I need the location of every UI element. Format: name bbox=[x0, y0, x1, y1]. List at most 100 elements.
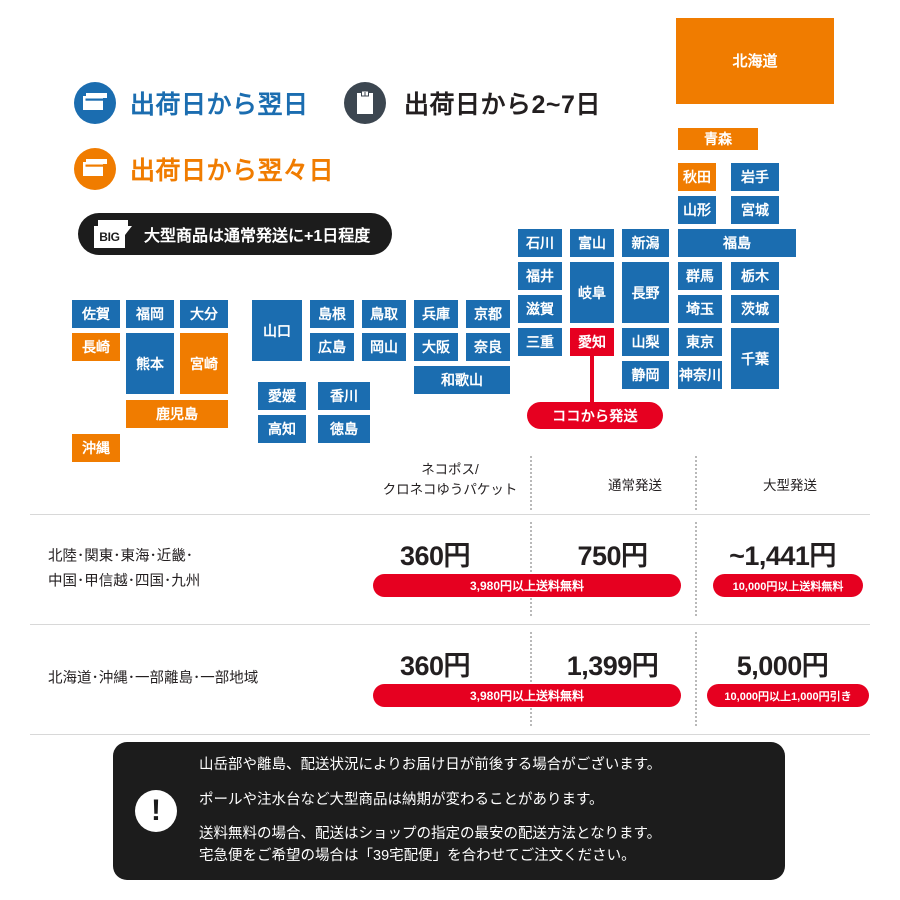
prefecture-tile: 群馬 bbox=[678, 262, 722, 290]
prefecture-tile: 富山 bbox=[570, 229, 614, 257]
notice-line: 送料無料の場合、配送はショップの指定の最安の配送方法となります。 bbox=[199, 826, 662, 842]
notice-line: 宅急便をご希望の場合は「39宅配便」を合わせてご注文ください。 bbox=[199, 848, 636, 865]
prefecture-tile: 佐賀 bbox=[72, 300, 120, 328]
row-separator-1 bbox=[530, 632, 532, 726]
table-divider-bottom bbox=[30, 734, 870, 735]
prefecture-tile: 鳥取 bbox=[362, 300, 406, 328]
table-header-row: ネコポス/ クロネコゆうパケット 通常発送 大型発送 bbox=[30, 452, 870, 514]
prefecture-tile: 長野 bbox=[622, 262, 669, 323]
free-shipping-badge: 3,980円以上送料無料 bbox=[373, 574, 681, 597]
prefecture-tile: 京都 bbox=[466, 300, 510, 328]
prefecture-tile: 奈良 bbox=[466, 333, 510, 361]
price-yen: 円 bbox=[631, 651, 659, 681]
table-divider-middle bbox=[30, 624, 870, 625]
table-divider-top bbox=[30, 514, 870, 515]
price-cell: 360円 bbox=[340, 534, 530, 573]
prefecture-tile: 愛媛 bbox=[258, 382, 306, 410]
table-row: 北海道･沖縄･一部離島･一部地域 360円 1,399円 5,000円 3,98… bbox=[30, 624, 870, 734]
big-note-label: 大型商品は通常発送に+1日程度 bbox=[144, 228, 371, 245]
notice-box: ! 山岳部や離島、配送状況によりお届け日が前後する場合がございます。 ポールや注… bbox=[113, 742, 785, 880]
price-amount: 750 bbox=[577, 541, 622, 571]
prefecture-tile: 沖縄 bbox=[72, 434, 120, 462]
price-yen: 円 bbox=[443, 651, 471, 681]
origin-pill: ココから発送 bbox=[527, 402, 663, 429]
legend-label-two-to-seven-day: 出荷日から2~7日 bbox=[404, 91, 601, 119]
price-amount: 5,000 bbox=[736, 651, 803, 681]
prefecture-tile: 石川 bbox=[518, 229, 562, 257]
price-yen: 円 bbox=[801, 651, 829, 681]
prefecture-tile: 宮城 bbox=[731, 196, 779, 224]
free-shipping-badge: 3,980円以上送料無料 bbox=[373, 684, 681, 707]
origin-connector-line bbox=[590, 356, 594, 406]
big-box-icon: BIG bbox=[94, 220, 132, 248]
prefecture-tile: 茨城 bbox=[731, 295, 779, 323]
price-yen: 円 bbox=[809, 541, 836, 571]
prefecture-tile: 山形 bbox=[678, 196, 716, 224]
price-yen: 円 bbox=[443, 541, 471, 571]
prefecture-tile: 愛知 bbox=[570, 328, 614, 356]
prefecture-tile: 宮崎 bbox=[180, 333, 228, 394]
header-separator-1 bbox=[530, 456, 532, 510]
prefecture-tile: 香川 bbox=[318, 382, 370, 410]
row-separator-1 bbox=[530, 522, 532, 616]
price-amount: 360 bbox=[399, 541, 444, 571]
legend-item-next-day: 出荷日から翌日 bbox=[74, 82, 309, 124]
prefecture-tile: 千葉 bbox=[731, 328, 779, 389]
exclamation-icon: ! bbox=[135, 790, 177, 832]
price-cell: ~1,441円 bbox=[695, 534, 870, 573]
prefecture-tile: 岡山 bbox=[362, 333, 406, 361]
prefecture-tile: 滋賀 bbox=[518, 295, 562, 323]
prefecture-tile: 三重 bbox=[518, 328, 562, 356]
prefecture-tile: 岩手 bbox=[731, 163, 779, 191]
table-row: 北陸･関東･東海･近畿･ 中国･甲信越･四国･九州 360円 750円 ~1,4… bbox=[30, 514, 870, 624]
prefecture-tile: 高知 bbox=[258, 415, 306, 443]
japan-prefecture-map: 沖縄 鹿児島 宮崎 熊本 長崎 大分 福岡 佐賀 徳島 高知 香川 愛媛 山口 岡山 広島 鳥取 島根 和歌山 奈良… bbox=[72, 18, 834, 462]
prefecture-tile: 和歌山 bbox=[414, 366, 510, 394]
discount-badge: 10,000円以上1,000円引き bbox=[707, 684, 869, 707]
notice-text-group: 山岳部や離島、配送状況によりお届け日が前後する場合がございます。 ポールや注水台… bbox=[199, 754, 661, 868]
prefecture-tile: 東京 bbox=[678, 328, 722, 356]
row-separator-2 bbox=[695, 522, 697, 616]
legend-label-day-after-next: 出荷日から翌々日 bbox=[130, 157, 335, 185]
price-cell: 360円 bbox=[340, 644, 530, 683]
prefecture-tile: 鹿児島 bbox=[126, 400, 228, 428]
notice-line: 山岳部や離島、配送状況によりお届け日が前後する場合がございます。 bbox=[199, 757, 662, 774]
price-amount: 360 bbox=[399, 651, 444, 681]
prefecture-tile: 大分 bbox=[180, 300, 228, 328]
discount-badge: 10,000円以上送料無料 bbox=[713, 574, 863, 597]
header-separator-2 bbox=[695, 456, 697, 510]
package-icon bbox=[74, 148, 116, 190]
big-item-note: BIG 大型商品は通常発送に+1日程度 bbox=[78, 213, 393, 255]
prefecture-tile: 秋田 bbox=[678, 163, 716, 191]
price-cell: 1,399円 bbox=[530, 644, 695, 683]
prefecture-tile: 福岡 bbox=[126, 300, 174, 328]
legend-label-next-day: 出荷日から翌日 bbox=[130, 91, 309, 119]
price-amount: ~1,441 bbox=[729, 541, 810, 571]
prefecture-tile: 静岡 bbox=[622, 361, 669, 389]
package-icon bbox=[74, 82, 116, 124]
prefecture-tile: 北海道 bbox=[676, 18, 834, 104]
row-separator-2 bbox=[695, 632, 697, 726]
big-badge-label: BIG bbox=[99, 230, 120, 244]
prefecture-tile: 福井 bbox=[518, 262, 562, 290]
shipping-rate-table: ネコポス/ クロネコゆうパケット 通常発送 大型発送 北陸･関東･東海･近畿･ … bbox=[30, 452, 870, 735]
price-amount: 1,399 bbox=[566, 651, 633, 681]
prefecture-tile: 青森 bbox=[678, 128, 758, 150]
prefecture-tile: 埼玉 bbox=[678, 295, 722, 323]
envelope-icon bbox=[344, 82, 386, 124]
column-header-nekopos: ネコポス/ クロネコゆうパケット bbox=[382, 462, 518, 497]
prefecture-tile: 岐阜 bbox=[570, 262, 614, 323]
prefecture-tile: 広島 bbox=[310, 333, 354, 361]
price-cell: 750円 bbox=[530, 534, 695, 573]
column-header-normal: 通常発送 bbox=[608, 478, 662, 493]
prefecture-tile: 徳島 bbox=[318, 415, 370, 443]
prefecture-tile: 新潟 bbox=[622, 229, 669, 257]
price-cell: 5,000円 bbox=[695, 644, 870, 683]
price-yen: 円 bbox=[621, 541, 648, 571]
column-header-large: 大型発送 bbox=[763, 478, 817, 493]
prefecture-tile: 山梨 bbox=[622, 328, 669, 356]
prefecture-tile: 神奈川 bbox=[678, 361, 722, 389]
legend-item-day-after-next: 出荷日から翌々日 bbox=[74, 148, 334, 190]
prefecture-tile: 山口 bbox=[252, 300, 302, 361]
